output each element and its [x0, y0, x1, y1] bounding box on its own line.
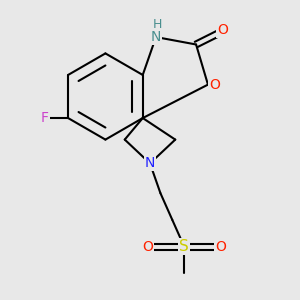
Text: O: O — [142, 240, 153, 254]
Text: F: F — [41, 111, 49, 125]
Text: O: O — [218, 22, 228, 37]
Text: O: O — [215, 240, 226, 254]
Text: N: N — [151, 30, 161, 44]
Text: O: O — [209, 78, 220, 92]
Text: H: H — [153, 18, 162, 31]
Text: S: S — [179, 239, 189, 254]
Text: N: N — [145, 156, 155, 170]
